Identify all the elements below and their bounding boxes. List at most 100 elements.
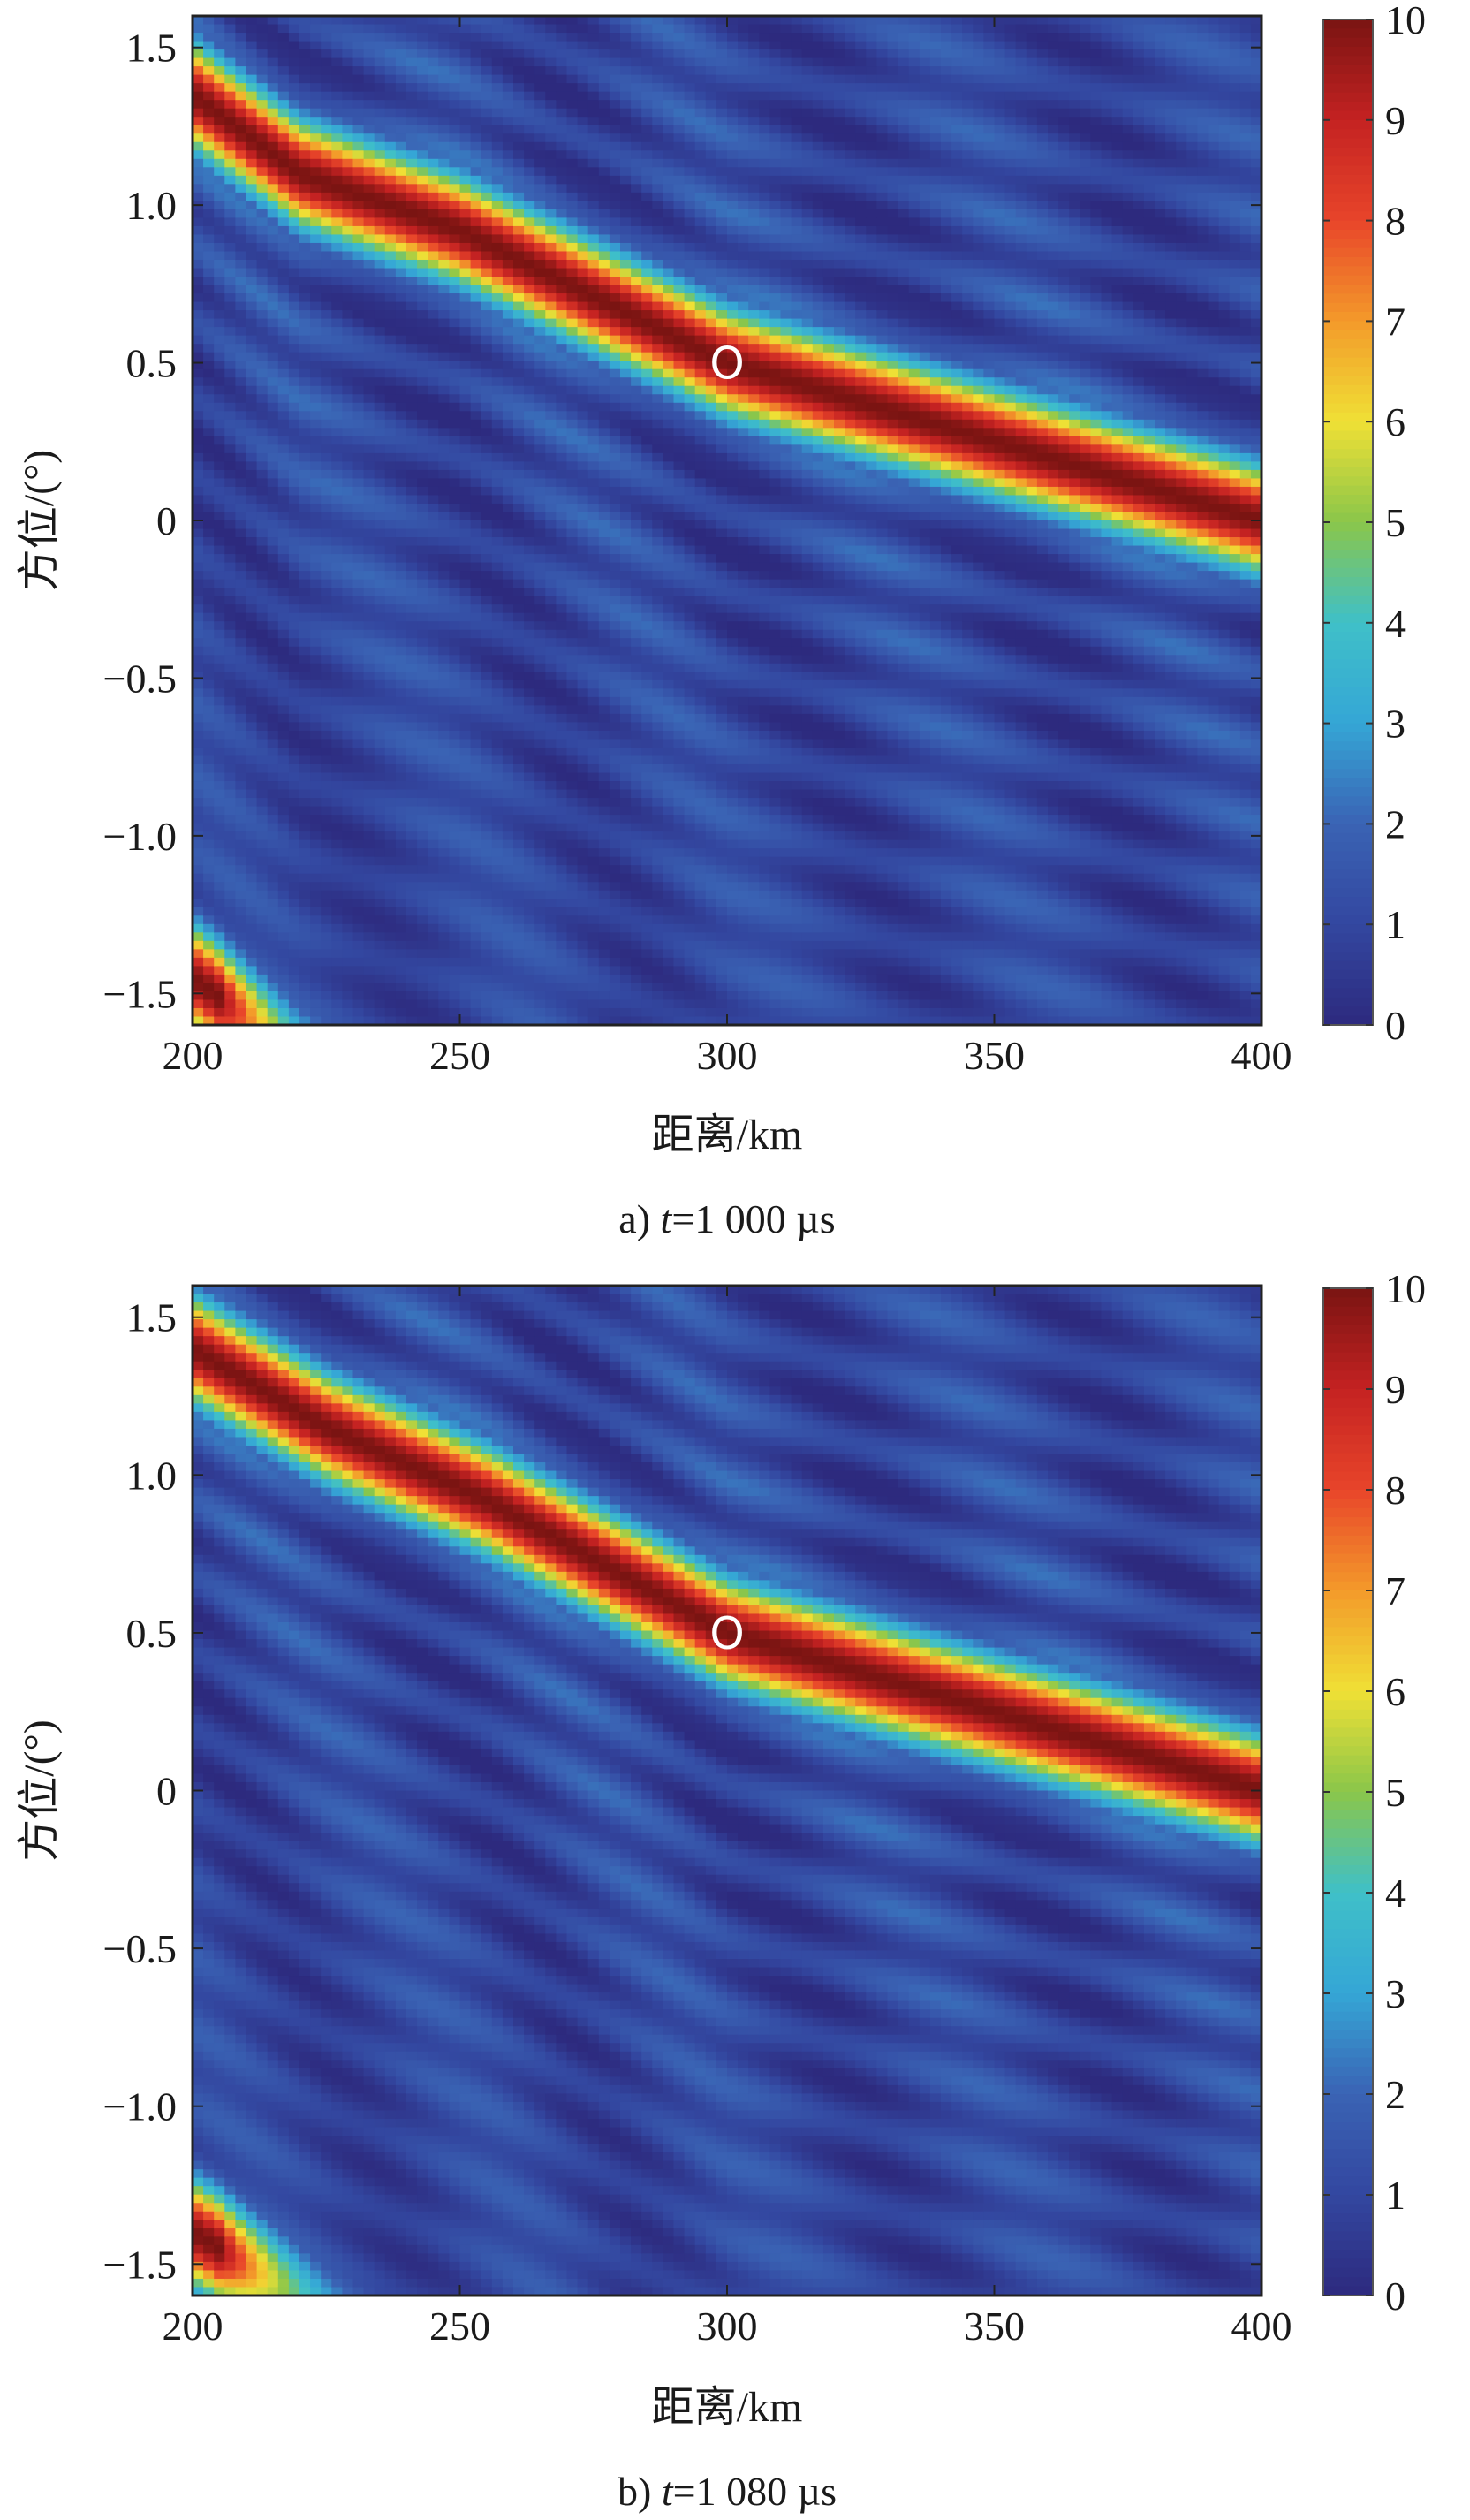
heatmap-cell	[545, 856, 557, 866]
heatmap-cell	[438, 41, 450, 50]
heatmap-cell	[193, 545, 204, 555]
heatmap-cell	[534, 856, 546, 866]
heatmap-cell	[406, 293, 418, 303]
heatmap-cell	[267, 419, 279, 429]
heatmap-cell	[310, 991, 322, 1001]
heatmap-cell	[609, 385, 621, 395]
heatmap-cell	[566, 217, 579, 227]
heatmap-cell	[224, 882, 236, 892]
heatmap-cell	[534, 91, 546, 101]
heatmap-cell	[267, 108, 279, 118]
heatmap-cell	[363, 83, 375, 93]
heatmap-cell	[384, 747, 397, 757]
heatmap-cell	[513, 175, 525, 185]
heatmap-cell	[246, 957, 258, 967]
heatmap-cell	[417, 806, 428, 816]
heatmap-cell	[406, 983, 418, 992]
heatmap-cell	[428, 411, 439, 421]
heatmap-cell	[395, 915, 407, 925]
heatmap-cell	[299, 839, 311, 849]
heatmap-cell	[224, 201, 236, 210]
heatmap-cell	[577, 882, 589, 892]
heatmap-cell	[342, 755, 354, 765]
heatmap-cell	[246, 612, 258, 622]
heatmap-cell	[556, 907, 568, 916]
heatmap-cell	[331, 940, 343, 950]
heatmap-cell	[406, 486, 418, 497]
heatmap-cell	[449, 713, 461, 723]
heatmap-cell	[224, 394, 236, 404]
heatmap-cell	[267, 192, 279, 201]
heatmap-cell	[374, 66, 386, 76]
heatmap-cell	[524, 899, 535, 908]
heatmap-cell	[449, 798, 461, 808]
heatmap-cell	[513, 368, 525, 378]
heatmap-cell	[534, 789, 546, 799]
heatmap-cell	[299, 696, 311, 706]
heatmap-cell	[256, 394, 269, 404]
heatmap-cell	[331, 537, 343, 547]
heatmap-cell	[556, 923, 568, 933]
heatmap-cell	[577, 394, 589, 404]
heatmap-cell	[310, 1016, 322, 1025]
heatmap-cell	[406, 571, 418, 581]
heatmap-cell	[449, 612, 461, 622]
heatmap-cell	[310, 554, 322, 564]
heatmap-cell	[491, 655, 504, 664]
heatmap-cell	[545, 461, 557, 471]
heatmap-cell	[491, 335, 504, 345]
heatmap-cell	[214, 234, 225, 244]
heatmap-cell	[203, 1016, 215, 1025]
heatmap-cell	[363, 873, 375, 883]
heatmap-cell	[481, 815, 493, 824]
heatmap-cell	[193, 839, 204, 849]
heatmap-cell	[545, 655, 557, 664]
heatmap-cell	[438, 1007, 450, 1018]
heatmap-cell	[502, 646, 514, 656]
heatmap-cell	[609, 722, 621, 732]
heatmap-cell	[256, 503, 269, 513]
heatmap-cell	[449, 24, 461, 34]
heatmap-cell	[224, 361, 236, 370]
heatmap-cell	[214, 815, 225, 824]
heatmap-cell	[310, 327, 322, 337]
heatmap-cell	[566, 452, 579, 462]
heatmap-cell	[246, 225, 258, 236]
heatmap-cell	[395, 579, 407, 588]
heatmap-cell	[513, 225, 525, 236]
heatmap-cell	[598, 638, 610, 648]
heatmap-cell	[428, 83, 439, 93]
heatmap-cell	[299, 655, 311, 664]
heatmap-cell	[193, 385, 204, 395]
heatmap-cell	[481, 259, 493, 269]
heatmap-cell	[214, 696, 225, 706]
heatmap-cell	[235, 1016, 247, 1025]
heatmap-cell	[395, 478, 407, 488]
heatmap-cell	[342, 16, 354, 26]
heatmap-cell	[491, 789, 504, 799]
heatmap-cell	[428, 293, 439, 303]
heatmap-cell	[395, 83, 407, 93]
heatmap-cell	[395, 882, 407, 892]
heatmap-cell	[631, 368, 642, 378]
heatmap-cell	[545, 66, 557, 76]
heatmap-cell	[342, 192, 354, 201]
heatmap-cell	[470, 361, 482, 370]
heatmap-cell	[246, 478, 258, 488]
heatmap-cell	[331, 461, 343, 471]
heatmap-cell	[235, 385, 247, 395]
heatmap-cell	[481, 831, 493, 841]
heatmap-cell	[438, 612, 450, 622]
heatmap-cell	[203, 923, 215, 933]
heatmap-cell	[224, 873, 236, 883]
heatmap-cell	[277, 755, 290, 765]
heatmap-cell	[631, 361, 642, 370]
heatmap-cell	[620, 335, 632, 345]
heatmap-cell	[609, 234, 621, 244]
heatmap-cell	[459, 537, 472, 547]
heatmap-cell	[406, 612, 418, 622]
heatmap-cell	[449, 856, 461, 866]
heatmap-cell	[395, 655, 407, 664]
heatmap-cell	[481, 907, 493, 916]
heatmap-cell	[214, 74, 225, 84]
